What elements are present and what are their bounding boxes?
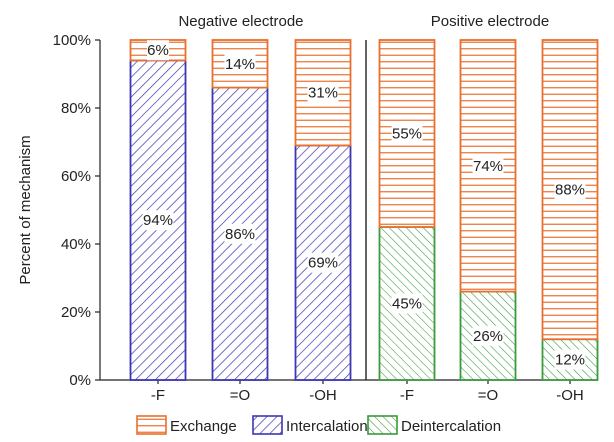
x-tick-label: =O: [478, 387, 498, 404]
data-label-bg: [391, 293, 423, 314]
data-label-bg: [472, 325, 504, 346]
data-label: 55%: [392, 126, 422, 143]
legend-label: Deintercalation: [401, 418, 501, 435]
bar-segment-intercalation: [211, 86, 269, 381]
y-tick-label: 20%: [61, 304, 91, 321]
data-label-bg: [224, 223, 256, 244]
data-label: 14%: [225, 56, 255, 73]
data-label: 12%: [555, 352, 585, 369]
x-tick-label: -OH: [556, 387, 584, 404]
data-label: 45%: [392, 296, 422, 313]
data-label: 6%: [147, 42, 169, 59]
legend-label: Exchange: [170, 418, 237, 435]
data-label-bg: [391, 123, 423, 144]
labels-layer: 94% 6% 86% 14% 69% 31% 45% 55% 26% 74% 12% 88%: [142, 40, 586, 370]
data-label-bg: [472, 155, 504, 176]
legend: Exchange Intercalation Deintercalation: [136, 415, 501, 435]
data-label: 94%: [143, 212, 173, 229]
data-label-bg: [147, 40, 169, 61]
axes-layer: 0% 20% 40% 60% 80% 100% Percent of mechanism Ne…: [17, 13, 598, 404]
y-tick-label: 0%: [69, 372, 91, 389]
data-label-bg: [307, 82, 339, 103]
data-label: 26%: [473, 328, 503, 345]
group-title: Negative electrode: [178, 13, 303, 30]
data-label: 88%: [555, 182, 585, 199]
x-tick-label: =O: [230, 387, 250, 404]
data-label-bg: [307, 252, 339, 273]
data-label-bg: [142, 210, 174, 231]
data-label: 74%: [473, 158, 503, 175]
data-label: 31%: [308, 85, 338, 102]
data-label-bg: [554, 349, 586, 370]
y-tick-label: 60%: [61, 168, 91, 185]
data-label-bg: [554, 179, 586, 200]
y-tick-label: 100%: [53, 32, 91, 49]
y-tick-label: 80%: [61, 100, 91, 117]
bars-layer: [129, 39, 599, 381]
group-title: Positive electrode: [431, 13, 549, 30]
y-tick-label: 40%: [61, 236, 91, 253]
x-tick-label: -OH: [309, 387, 337, 404]
legend-swatch-exchange: [136, 415, 167, 435]
data-label: 86%: [225, 226, 255, 243]
data-label: 69%: [308, 255, 338, 272]
bar-segment-exchange: [211, 39, 269, 89]
legend-swatch-deintercalation: [367, 415, 398, 435]
x-tick-label: -F: [400, 387, 414, 404]
legend-swatch-intercalation: [252, 415, 283, 435]
data-label-bg: [224, 53, 256, 74]
bar-segment-exchange: [378, 39, 436, 228]
y-axis-label: Percent of mechanism: [17, 135, 34, 284]
x-tick-label: -F: [151, 387, 165, 404]
legend-label: Intercalation: [286, 418, 368, 435]
